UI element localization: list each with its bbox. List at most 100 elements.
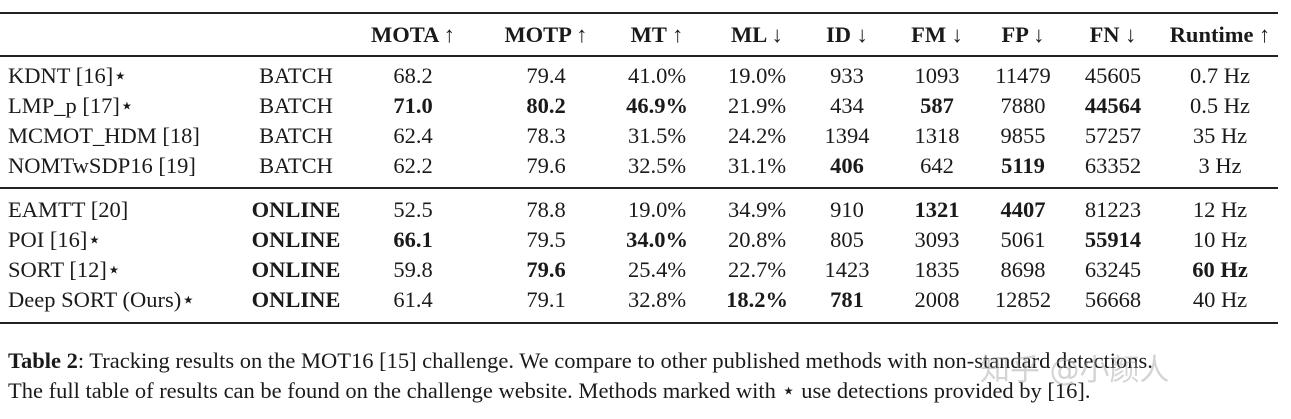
motp-cell: 78.8 bbox=[526, 197, 566, 222]
id-cell: 933 bbox=[830, 63, 864, 88]
table-row: EAMTT [20] ONLINE 52.5 78.8 19.0% 34.9% 910 132… bbox=[0, 195, 1291, 225]
mt-cell: MT ↑ bbox=[630, 22, 684, 47]
mt-cell: 31.5% bbox=[627, 123, 687, 148]
fm-cell: 642 bbox=[920, 153, 954, 178]
method-cell: LMP_p [17]⋆ bbox=[8, 93, 134, 118]
fp-cell: 5061 bbox=[1000, 227, 1046, 252]
fn-cell: 63352 bbox=[1084, 153, 1142, 178]
motp-cell: 78.3 bbox=[526, 123, 566, 148]
caption-line-2: The full table of results can be found o… bbox=[8, 378, 1091, 403]
fn-cell: FN ↓ bbox=[1089, 22, 1137, 47]
motp-cell: 80.2 bbox=[526, 93, 566, 118]
runtime-cell: 10 Hz bbox=[1192, 227, 1248, 252]
fp-cell: 7880 bbox=[1000, 93, 1046, 118]
runtime-cell: 3 Hz bbox=[1198, 153, 1242, 178]
mt-cell: 19.0% bbox=[627, 197, 687, 222]
fn-cell: 55914 bbox=[1084, 227, 1142, 252]
fm-cell: 1318 bbox=[914, 123, 960, 148]
ml-cell: 22.7% bbox=[727, 257, 787, 282]
fm-cell: 1321 bbox=[914, 197, 960, 222]
fp-cell: 11479 bbox=[995, 63, 1051, 88]
mota-cell: 68.2 bbox=[393, 63, 433, 88]
type-cell: BATCH bbox=[259, 93, 333, 118]
motp-cell: 79.6 bbox=[526, 153, 566, 178]
fm-cell: 1835 bbox=[914, 257, 960, 282]
runtime-cell: Runtime ↑ bbox=[1169, 22, 1271, 47]
table-row: KDNT [16]⋆ BATCH 68.2 79.4 41.0% 19.0% 933 1093… bbox=[0, 61, 1291, 91]
runtime-cell: 35 Hz bbox=[1192, 123, 1248, 148]
fm-cell: 1093 bbox=[914, 63, 960, 88]
top-rule bbox=[0, 12, 1278, 14]
method-cell: KDNT [16]⋆ bbox=[8, 63, 128, 88]
header-row: MOTA ↑ MOTP ↑ MT ↑ ML ↓ ID ↓ FM ↓ FP ↓ FN ↓ Runt… bbox=[0, 20, 1291, 50]
method-cell: SORT [12]⋆ bbox=[8, 257, 121, 282]
mota-cell: MOTA ↑ bbox=[371, 22, 455, 47]
fm-cell: 2008 bbox=[914, 287, 960, 312]
table-row: NOMTwSDP16 [19] BATCH 62.2 79.6 32.5% 31.1% 40… bbox=[0, 151, 1291, 181]
runtime-cell: 40 Hz bbox=[1192, 287, 1248, 312]
fp-cell: 4407 bbox=[1000, 197, 1046, 222]
id-cell: 781 bbox=[830, 287, 864, 312]
method-cell: EAMTT [20] bbox=[8, 197, 129, 222]
id-cell: 406 bbox=[830, 153, 864, 178]
table-row: SORT [12]⋆ ONLINE 59.8 79.6 25.4% 22.7% 1423 18… bbox=[0, 255, 1291, 285]
method-cell: POI [16]⋆ bbox=[8, 227, 102, 252]
id-cell: 805 bbox=[830, 227, 864, 252]
ml-cell: 34.9% bbox=[727, 197, 787, 222]
table-row: POI [16]⋆ ONLINE 66.1 79.5 34.0% 20.8% 805 3093… bbox=[0, 225, 1291, 255]
motp-cell: 79.5 bbox=[526, 227, 566, 252]
header-rule bbox=[0, 55, 1278, 57]
fm-cell: 3093 bbox=[914, 227, 960, 252]
fp-cell: 12852 bbox=[994, 287, 1052, 312]
table-row: MCMOT_HDM [18] BATCH 62.4 78.3 31.5% 24.2% 139… bbox=[0, 121, 1291, 151]
mt-cell: 41.0% bbox=[627, 63, 687, 88]
runtime-cell: 60 Hz bbox=[1192, 257, 1248, 282]
method-cell: NOMTwSDP16 [19] bbox=[8, 153, 196, 178]
mota-cell: 66.1 bbox=[393, 227, 433, 252]
ml-cell: 19.0% bbox=[727, 63, 787, 88]
bottom-rule bbox=[0, 322, 1278, 324]
method-cell: MCMOT_HDM [18] bbox=[8, 123, 200, 148]
id-cell: 1423 bbox=[824, 257, 870, 282]
id-cell: 1394 bbox=[824, 123, 870, 148]
motp-cell: 79.4 bbox=[526, 63, 566, 88]
type-cell: BATCH bbox=[259, 123, 333, 148]
type-cell: ONLINE bbox=[251, 197, 341, 222]
motp-cell: 79.1 bbox=[526, 287, 566, 312]
runtime-cell: 12 Hz bbox=[1192, 197, 1248, 222]
type-cell: ONLINE bbox=[251, 227, 341, 252]
mota-cell: 59.8 bbox=[393, 257, 433, 282]
group-rule bbox=[0, 187, 1278, 189]
type-cell: ONLINE bbox=[251, 287, 341, 312]
table-row: LMP_p [17]⋆ BATCH 71.0 80.2 46.9% 21.9% 434 587… bbox=[0, 91, 1291, 121]
mt-cell: 32.5% bbox=[627, 153, 687, 178]
mota-cell: 71.0 bbox=[393, 93, 433, 118]
mota-cell: 62.4 bbox=[393, 123, 433, 148]
fp-cell: FP ↓ bbox=[1001, 22, 1045, 47]
fn-cell: 45605 bbox=[1084, 63, 1142, 88]
caption-label: Table 2 bbox=[8, 348, 78, 373]
fn-cell: 57257 bbox=[1084, 123, 1142, 148]
ml-cell: 20.8% bbox=[727, 227, 787, 252]
fn-cell: 81223 bbox=[1084, 197, 1142, 222]
fp-cell: 9855 bbox=[1000, 123, 1046, 148]
ml-cell: ML ↓ bbox=[731, 22, 783, 47]
mota-cell: 61.4 bbox=[393, 287, 433, 312]
fp-cell: 8698 bbox=[1000, 257, 1046, 282]
ml-cell: 24.2% bbox=[727, 123, 787, 148]
id-cell: 434 bbox=[830, 93, 864, 118]
mota-cell: 62.2 bbox=[393, 153, 433, 178]
fp-cell: 5119 bbox=[1001, 153, 1045, 178]
mt-cell: 46.9% bbox=[626, 93, 688, 118]
mt-cell: 25.4% bbox=[627, 257, 687, 282]
motp-cell: 79.6 bbox=[526, 257, 566, 282]
ml-cell: 18.2% bbox=[726, 287, 788, 312]
runtime-cell: 0.5 Hz bbox=[1190, 93, 1250, 118]
type-cell: BATCH bbox=[259, 63, 333, 88]
fn-cell: 44564 bbox=[1084, 93, 1142, 118]
fm-cell: FM ↓ bbox=[911, 22, 963, 47]
motp-cell: MOTP ↑ bbox=[504, 22, 588, 47]
caption-line-1: : Tracking results on the MOT16 [15] cha… bbox=[77, 348, 1153, 373]
table-row: Deep SORT (Ours)⋆ ONLINE 61.4 79.1 32.8% 18.2… bbox=[0, 285, 1291, 315]
mt-cell: 32.8% bbox=[627, 287, 687, 312]
